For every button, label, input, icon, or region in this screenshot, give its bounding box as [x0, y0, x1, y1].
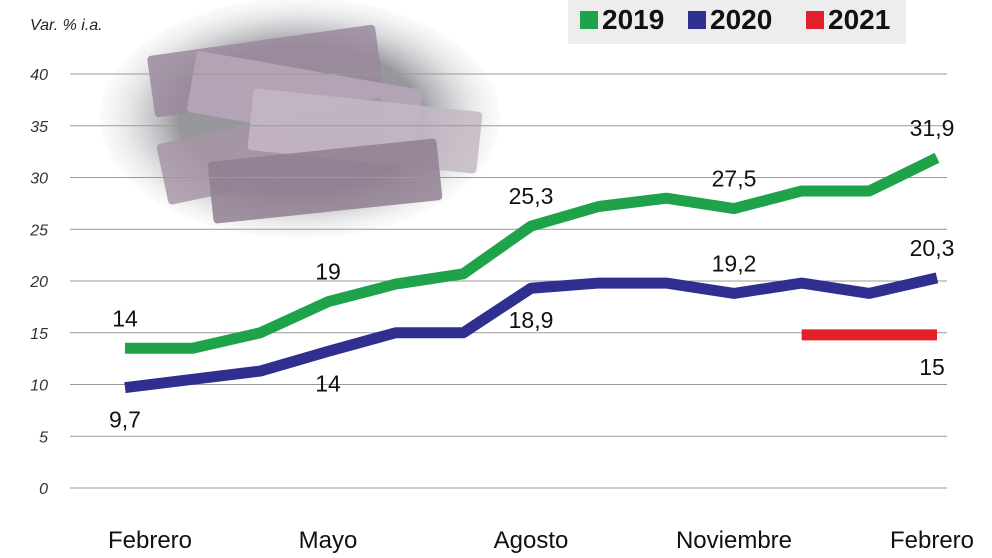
series-line-2019	[125, 152, 940, 354]
legend-item-2020: 2020	[688, 4, 773, 35]
y-tick-label: 15	[30, 326, 48, 343]
banknotes-photo	[100, 0, 500, 238]
data-label: 9,7	[109, 407, 141, 433]
y-tick-label: 30	[30, 171, 48, 188]
y-axis-tick-labels: 0 5 10 15 20 25 30 35 40	[29, 67, 48, 498]
data-label: 15	[919, 354, 945, 380]
data-label: 18,9	[509, 307, 554, 333]
data-label: 19	[315, 259, 341, 285]
y-tick-label: 40	[30, 67, 48, 84]
legend-swatch	[580, 11, 598, 29]
legend-item-2019: 2019	[580, 4, 665, 35]
x-tick-label: Febrero	[890, 527, 974, 554]
banknote-stack	[207, 138, 443, 224]
y-tick-label: 35	[30, 119, 48, 136]
data-label: 25,3	[509, 183, 554, 209]
legend-label: 2021	[828, 4, 891, 35]
legend: 2019 2020 2021	[568, 0, 906, 44]
series-line-2020	[124, 272, 939, 394]
data-labels: 14 19 25,3 27,5 31,9 9,7 14 18,9 19,2 20,3 15	[109, 115, 954, 433]
data-label: 31,9	[910, 115, 955, 141]
y-tick-label: 0	[39, 481, 48, 498]
x-axis-tick-labels: Febrero Mayo Agosto Noviembre Febrero	[108, 527, 974, 554]
x-tick-label: Noviembre	[676, 527, 792, 554]
data-label: 14	[315, 370, 341, 396]
legend-label: 2020	[710, 4, 773, 35]
series-lines	[124, 152, 940, 394]
x-tick-label: Mayo	[299, 527, 358, 554]
data-label: 27,5	[712, 166, 757, 192]
x-tick-label: Febrero	[108, 527, 192, 554]
legend-item-2021: 2021	[806, 4, 891, 35]
y-tick-label: 25	[29, 222, 48, 239]
legend-label: 2019	[602, 4, 665, 35]
data-label: 19,2	[712, 250, 757, 276]
y-tick-label: 5	[39, 429, 48, 446]
legend-swatch	[688, 11, 706, 29]
data-label: 20,3	[910, 235, 955, 261]
y-unit-label: Var. % i.a.	[30, 17, 103, 34]
x-tick-label: Agosto	[494, 527, 569, 554]
y-tick-label: 10	[30, 378, 48, 395]
y-tick-label: 20	[29, 274, 48, 291]
legend-swatch	[806, 11, 824, 29]
data-label: 14	[112, 305, 138, 331]
